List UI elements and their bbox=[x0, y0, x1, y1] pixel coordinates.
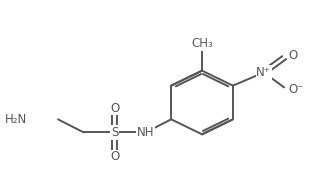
Text: O: O bbox=[110, 102, 119, 115]
Text: O: O bbox=[110, 150, 119, 163]
Text: O⁻: O⁻ bbox=[288, 83, 304, 96]
Text: NH: NH bbox=[137, 126, 154, 139]
Text: S: S bbox=[111, 126, 118, 139]
Text: O: O bbox=[288, 49, 297, 62]
Text: N⁺: N⁺ bbox=[256, 66, 271, 79]
Text: H₂N: H₂N bbox=[5, 113, 27, 126]
Text: CH₃: CH₃ bbox=[191, 37, 213, 50]
